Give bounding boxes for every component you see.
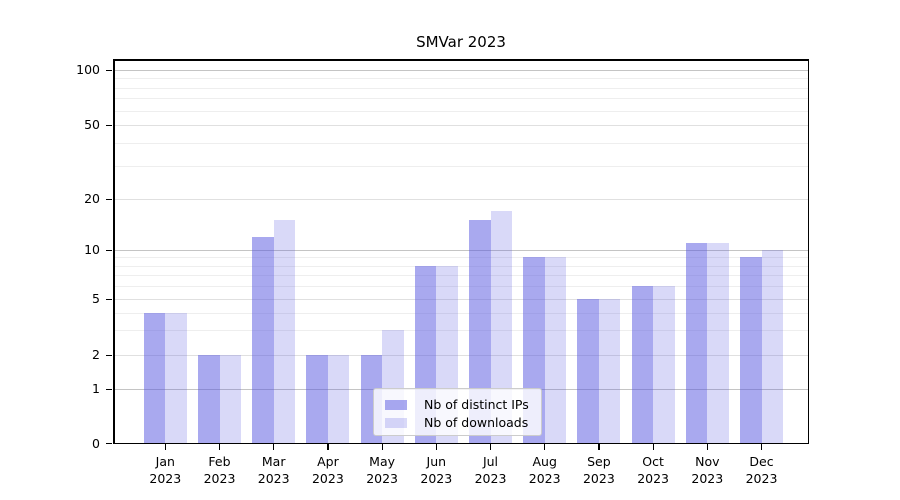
plot-area xyxy=(113,59,809,444)
x-tick-label: Jul 2023 xyxy=(474,453,507,486)
bar-downloads-dec-2023 xyxy=(761,250,783,444)
y-tick-label: 50 xyxy=(84,117,100,132)
top-spine xyxy=(113,59,809,61)
bar-distinct-ips-nov-2023 xyxy=(685,242,708,444)
x-tick-label: Aug 2023 xyxy=(528,453,561,486)
x-tick-label: Mar 2023 xyxy=(257,453,290,486)
y-tick-label: 100 xyxy=(76,62,100,77)
bar-downloads-nov-2023 xyxy=(707,242,729,444)
gridline-major xyxy=(114,355,808,356)
bar-distinct-ips-jan-2023 xyxy=(143,312,166,444)
x-tick-label: Jun 2023 xyxy=(420,453,453,486)
gridline-minor xyxy=(114,265,808,267)
gridline-major xyxy=(114,70,808,71)
gridline-minor xyxy=(114,87,808,89)
bar-downloads-aug-2023 xyxy=(544,257,567,444)
gridline-minor xyxy=(114,330,808,332)
x-tick-mark xyxy=(598,443,600,450)
x-tick-mark xyxy=(652,443,654,450)
x-tick-mark xyxy=(761,443,763,450)
bar-distinct-ips-jul-2023 xyxy=(469,220,491,444)
legend: Nb of distinct IPs Nb of downloads xyxy=(373,388,542,436)
gridline-major xyxy=(114,199,808,200)
y-tick-mark xyxy=(106,124,112,126)
gridline-major xyxy=(114,125,808,126)
bar-downloads-jan-2023 xyxy=(165,312,187,444)
bar-downloads-feb-2023 xyxy=(219,355,241,444)
gridline-major xyxy=(114,299,808,300)
y-tick-label: 2 xyxy=(92,347,100,362)
legend-swatch-downloads xyxy=(385,417,407,428)
bar-downloads-mar-2023 xyxy=(273,220,296,444)
x-axis-spine xyxy=(113,442,809,444)
x-tick-mark xyxy=(164,443,167,450)
bar-downloads-apr-2023 xyxy=(327,355,350,444)
x-tick-label: Jan 2023 xyxy=(149,453,182,486)
bar-distinct-ips-sep-2023 xyxy=(577,299,599,444)
x-tick-mark xyxy=(706,443,709,450)
bar-distinct-ips-feb-2023 xyxy=(198,355,220,444)
gridline-minor xyxy=(114,143,808,145)
y-tick-label: 20 xyxy=(84,191,100,206)
x-tick-mark xyxy=(327,443,329,450)
y-tick-label: 1 xyxy=(92,381,100,396)
y-tick-mark xyxy=(106,443,112,445)
gridline-minor xyxy=(114,166,808,168)
y-tick-mark xyxy=(106,354,112,356)
y-tick-mark xyxy=(106,198,112,200)
legend-swatch-distinct-ips xyxy=(385,399,407,410)
x-tick-mark xyxy=(273,443,275,450)
bar-downloads-jul-2023 xyxy=(490,210,512,444)
x-tick-label: Oct 2023 xyxy=(637,453,669,486)
y-tick-mark xyxy=(106,388,112,390)
y-axis-spine xyxy=(113,59,115,444)
bar-downloads-oct-2023 xyxy=(653,286,675,444)
x-tick-mark xyxy=(381,443,383,450)
legend-label: Nb of downloads xyxy=(424,414,529,430)
x-tick-label: May 2023 xyxy=(366,453,398,486)
x-tick-label: Sep 2023 xyxy=(582,453,615,486)
legend-entry: Nb of distinct IPs xyxy=(385,396,541,413)
y-tick-mark xyxy=(106,298,112,300)
bar-downloads-sep-2023 xyxy=(598,299,621,444)
bar-distinct-ips-mar-2023 xyxy=(252,236,274,444)
gridline-minor xyxy=(114,257,808,259)
gridline-minor xyxy=(114,275,808,277)
chart-title: SMVar 2023 xyxy=(416,33,506,51)
x-tick-label: Apr 2023 xyxy=(311,453,344,486)
gridline-minor xyxy=(114,98,808,100)
legend-entry: Nb of downloads xyxy=(385,414,541,431)
x-tick-mark xyxy=(219,443,221,450)
bar-distinct-ips-dec-2023 xyxy=(740,257,762,444)
bar-distinct-ips-oct-2023 xyxy=(631,286,654,444)
x-tick-mark xyxy=(435,443,438,450)
x-tick-label: Feb 2023 xyxy=(203,453,236,486)
y-tick-label: 5 xyxy=(92,291,100,306)
legend-label: Nb of distinct IPs xyxy=(424,396,529,412)
x-tick-mark xyxy=(544,443,546,450)
y-tick-label: 10 xyxy=(84,242,100,257)
x-tick-mark xyxy=(490,443,492,450)
gridline-minor xyxy=(114,312,808,314)
x-tick-label: Nov 2023 xyxy=(691,453,724,486)
x-tick-label: Dec 2023 xyxy=(745,453,778,486)
gridline-minor xyxy=(114,110,808,112)
gridline-minor xyxy=(114,286,808,288)
gridline-major xyxy=(114,250,808,251)
y-tick-mark xyxy=(106,69,112,71)
y-tick-mark xyxy=(106,249,112,251)
gridline-minor xyxy=(114,78,808,80)
right-spine xyxy=(807,59,809,444)
y-tick-label: 0 xyxy=(92,435,100,451)
bar-distinct-ips-apr-2023 xyxy=(306,355,328,444)
